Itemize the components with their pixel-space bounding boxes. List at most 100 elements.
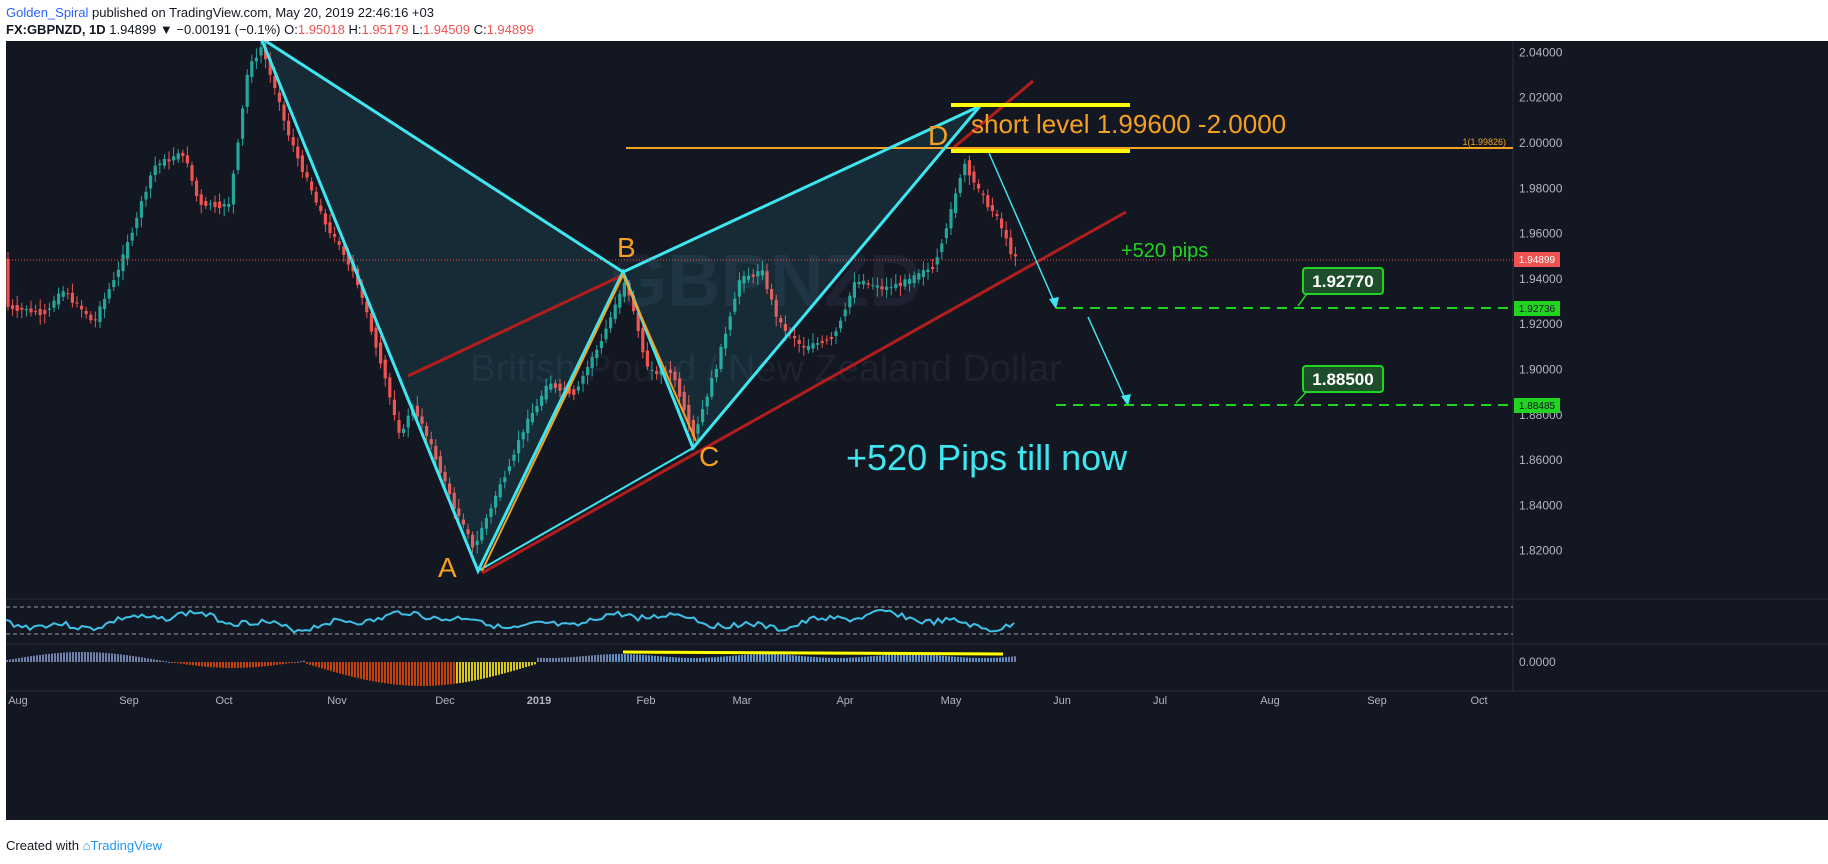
candle-body	[172, 156, 176, 161]
macd-bar	[714, 657, 716, 662]
pips-till-now-label[interactable]: +520 Pips till now	[846, 437, 1128, 478]
candle-body	[103, 298, 107, 310]
macd-bar	[168, 661, 170, 663]
symbol-label[interactable]: FX:GBPNZD, 1D	[6, 22, 106, 37]
point-c-label[interactable]: C	[699, 441, 719, 472]
macd-bar	[243, 662, 245, 668]
channel-upper-line-right[interactable]	[951, 79, 1034, 151]
macd-bar	[450, 662, 452, 685]
macd-bar	[90, 652, 92, 662]
macd-bar	[903, 654, 905, 662]
channel-upper-line-left[interactable]	[407, 273, 624, 378]
tradingview-brand-link[interactable]: TradingView	[90, 838, 163, 853]
pips-label[interactable]: +520 pips	[1121, 240, 1208, 262]
candle-body	[208, 203, 212, 205]
author-link[interactable]: Golden_Spiral	[6, 5, 89, 20]
candle-body	[1013, 254, 1017, 257]
projection-arrow-2[interactable]	[1087, 316, 1128, 404]
macd-bar	[159, 660, 161, 662]
chart-area[interactable]: GBPNZD British Pound / New Zealand Dolla…	[6, 41, 1828, 820]
candle-body	[986, 195, 990, 208]
candle-body	[475, 540, 479, 545]
macd-bar	[723, 656, 725, 662]
target2-callout[interactable]	[1302, 365, 1384, 393]
macd-bar	[792, 655, 794, 662]
macd-bar	[234, 662, 236, 668]
macd-bar	[30, 656, 32, 662]
candle-body	[241, 108, 245, 139]
point-a-label[interactable]: A	[438, 552, 457, 583]
macd-bar	[561, 657, 563, 662]
macd-bar	[171, 662, 173, 663]
time-tick-label: Nov	[327, 695, 347, 707]
macd-bar	[369, 662, 371, 681]
candle-body	[903, 279, 907, 287]
macd-bar	[54, 653, 56, 662]
point-d-label[interactable]: D	[928, 120, 948, 151]
macd-bar	[759, 654, 761, 662]
macd-bar	[477, 662, 479, 680]
macd-bar	[402, 662, 404, 686]
projection-arrow-1[interactable]	[988, 152, 1057, 307]
macd-axis-tick: 0.0000	[1519, 655, 1556, 669]
candle-body	[650, 369, 654, 371]
time-axis[interactable]: Aug Sep Oct Nov Dec 2019 Feb Mar Apr May Jun Jul Aug…	[8, 695, 1487, 707]
macd-bar	[285, 662, 287, 664]
candle-body	[553, 383, 557, 388]
channel-lower-line[interactable]	[481, 210, 1127, 575]
pattern-bd-line[interactable]	[622, 104, 981, 274]
point-b-label[interactable]: B	[617, 232, 636, 263]
macd-bar	[732, 655, 734, 662]
close-label: C:	[473, 22, 487, 37]
macd-bar	[447, 662, 449, 685]
candle-body	[24, 309, 28, 311]
macd-bar	[912, 654, 914, 662]
macd-bar	[204, 662, 206, 667]
current-price-badge	[1514, 252, 1560, 267]
candle-body	[149, 175, 153, 189]
candle-body	[622, 282, 626, 297]
candle-body	[889, 287, 893, 289]
time-tick-label: Dec	[435, 695, 455, 707]
target1-callout[interactable]	[1302, 267, 1384, 295]
macd-bar	[774, 654, 776, 662]
fib-level-label: 1(1.99826)	[1462, 137, 1506, 147]
candle-body	[714, 368, 718, 378]
candle-body	[530, 412, 534, 423]
chart-canvas[interactable]: GBPNZD British Pound / New Zealand Dolla…	[6, 41, 1828, 820]
candle-body	[507, 466, 511, 472]
pattern-ac-line[interactable]	[477, 447, 694, 572]
time-tick-label: Feb	[637, 695, 656, 707]
macd-bar	[966, 657, 968, 662]
macd-bar	[228, 662, 230, 668]
macd-bar	[393, 662, 395, 685]
macd-bar	[366, 662, 368, 681]
candle-body	[590, 357, 594, 368]
macd-bar	[465, 662, 467, 683]
macd-bar	[711, 657, 713, 662]
price-axis[interactable]: 2.04000 2.02000 2.00000 1.98000 1.96000 1.940…	[1519, 45, 1563, 557]
macd-bar	[786, 654, 788, 662]
candle-body	[254, 57, 258, 62]
macd-bar	[414, 662, 416, 686]
macd-bar	[252, 662, 254, 668]
candle-body	[181, 152, 185, 156]
macd-bar	[201, 662, 203, 667]
macd-bar	[870, 656, 872, 662]
candle-body	[641, 328, 645, 353]
pattern-xb-line[interactable]	[261, 41, 624, 274]
abc-orange-line[interactable]	[481, 272, 697, 572]
candle-body	[337, 241, 341, 245]
candle-body	[655, 371, 659, 374]
macd-bar	[444, 662, 446, 685]
short-level-label[interactable]: short level 1.99600 -2.0000	[971, 109, 1286, 139]
macd-bar	[222, 662, 224, 668]
macd-bar	[660, 656, 662, 662]
target1-badge	[1514, 301, 1560, 316]
macd-divergence-line[interactable]	[622, 650, 1004, 656]
macd-bar	[945, 655, 947, 662]
macd-bar	[270, 662, 272, 666]
macd-bar	[273, 662, 275, 666]
macd-bar	[441, 662, 443, 686]
macd-bar	[510, 662, 512, 672]
